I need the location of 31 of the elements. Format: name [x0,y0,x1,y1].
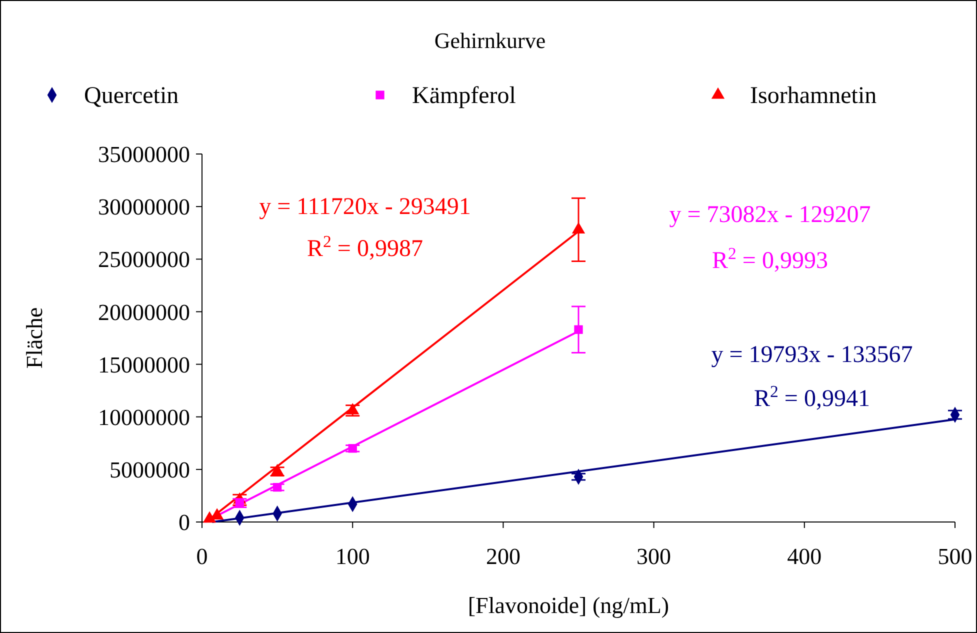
x-tick-label: 500 [938,544,972,569]
annotation: y = 111720x - 293491 [259,194,471,220]
y-tick-label: 10000000 [98,404,190,430]
point [272,482,282,492]
annotation: y = 73082x - 129207 [669,202,871,228]
y-tick-label: 5000000 [110,457,190,482]
y-tick-label: 20000000 [98,300,190,325]
x-tick-label: 300 [636,544,672,569]
legend-label: Isorhamnetin [750,83,877,109]
y-tick-label: 25000000 [98,247,190,272]
chart-title: Gehirnkurve [434,28,546,53]
legend-label: Kämpferol [412,83,516,109]
y-tick-label: 15000000 [98,352,190,378]
point [574,325,583,334]
point [572,222,586,234]
point [348,444,357,453]
annotation: R$^{2}$ = 0,9941 [754,382,870,412]
point [235,498,244,508]
y-tick-label: 35000000 [98,142,190,168]
x-tick-label: 0 [196,544,208,569]
legend-label: Quercetin [84,83,179,109]
annotation: R$^{2}$ = 0,9987 [307,232,423,262]
x-tick-label: 400 [787,544,822,569]
y-tick-label: 30000000 [98,194,190,220]
x-tick-label: 200 [486,544,520,569]
y-tick-label: 0 [178,510,190,536]
annotation: R$^{2}$ = 0,9993 [712,244,828,274]
annotation: y = 19793x - 133567 [711,342,913,368]
x-axis-title: [Flavonoide] (ng/mL) [468,593,670,618]
y-axis-title: Fläche [22,307,47,369]
x-tick-label: 100 [335,544,370,569]
